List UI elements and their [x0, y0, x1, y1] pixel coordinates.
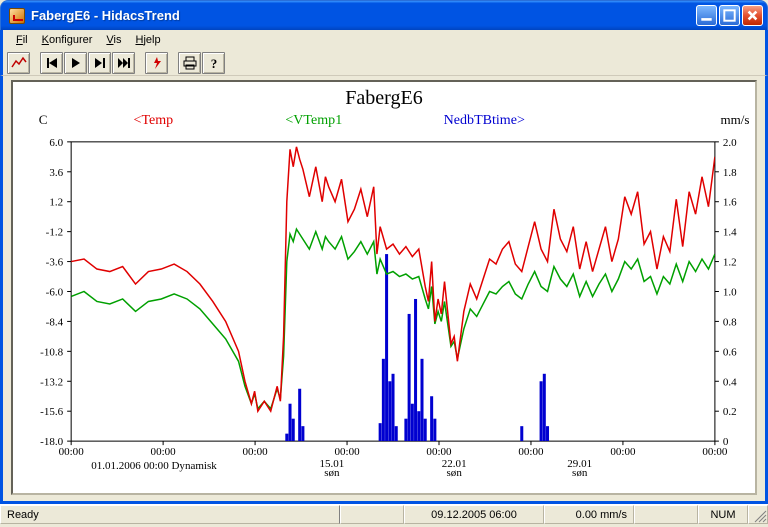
toolbar: ? — [0, 50, 768, 76]
svg-text:NedbTBtime>: NedbTBtime> — [444, 113, 525, 128]
bolt-button[interactable] — [145, 52, 168, 74]
maximize-button[interactable] — [719, 5, 740, 26]
status-datetime: 09.12.2005 06:00 — [404, 505, 544, 524]
print-button[interactable] — [178, 52, 201, 74]
client-area: FabergE6<Temp<VTemp1NedbTBtime>Cmm/s-18.… — [0, 76, 768, 504]
svg-text:00:00: 00:00 — [151, 446, 177, 458]
rewind-button[interactable] — [40, 52, 63, 74]
svg-text:FabergE6: FabergE6 — [345, 87, 423, 109]
menu-konf-label: onfigurer — [49, 34, 92, 46]
svg-text:1.8: 1.8 — [723, 167, 737, 179]
svg-text:-6.0: -6.0 — [46, 287, 64, 299]
status-spacer — [340, 505, 404, 524]
svg-text:<VTemp1: <VTemp1 — [285, 113, 342, 128]
svg-text:-3.6: -3.6 — [46, 257, 64, 269]
svg-text:6.0: 6.0 — [49, 137, 63, 149]
svg-text:01.01.2006 00:00 Dynamisk: 01.01.2006 00:00 Dynamisk — [91, 460, 217, 472]
svg-text:2.0: 2.0 — [723, 137, 737, 149]
svg-text:0.8: 0.8 — [723, 316, 737, 328]
menu-fil-label: il — [23, 34, 28, 46]
menu-hjelp-label: jelp — [143, 34, 160, 46]
menu-hjelp[interactable]: Hjelp — [128, 34, 167, 46]
chart-surface: FabergE6<Temp<VTemp1NedbTBtime>Cmm/s-18.… — [11, 80, 757, 495]
menu-vis[interactable]: Vis — [99, 34, 128, 46]
svg-text:1.0: 1.0 — [723, 287, 737, 299]
resize-grip[interactable] — [748, 505, 768, 524]
status-spacer2 — [634, 505, 698, 524]
fwd-double-button[interactable] — [112, 52, 135, 74]
svg-text:<Temp: <Temp — [134, 113, 174, 128]
status-num: NUM — [698, 505, 748, 524]
help-button[interactable]: ? — [202, 52, 225, 74]
svg-text:00:00: 00:00 — [610, 446, 636, 458]
svg-text:0.4: 0.4 — [723, 376, 737, 388]
play-button[interactable] — [64, 52, 87, 74]
svg-text:?: ? — [210, 56, 217, 70]
menu-konfigurer[interactable]: Konfigurer — [35, 34, 100, 46]
svg-text:mm/s: mm/s — [720, 112, 749, 127]
menu-bar: Fil Konfigurer Vis Hjelp — [0, 30, 768, 50]
trend-icon-button[interactable] — [7, 52, 30, 74]
svg-text:00:00: 00:00 — [702, 446, 728, 458]
svg-text:00:00: 00:00 — [243, 446, 269, 458]
window-title: FabergE6 - HidacsTrend — [29, 8, 696, 23]
menu-fil[interactable]: Fil — [9, 34, 35, 46]
app-icon — [9, 8, 25, 24]
svg-text:-8.4: -8.4 — [46, 316, 64, 328]
svg-text:-10.8: -10.8 — [40, 346, 63, 358]
svg-text:0.2: 0.2 — [723, 406, 737, 418]
svg-text:00:00: 00:00 — [334, 446, 360, 458]
svg-text:1.4: 1.4 — [723, 227, 737, 239]
svg-text:søn: søn — [572, 467, 588, 479]
status-ready: Ready — [0, 505, 340, 524]
chart-svg: FabergE6<Temp<VTemp1NedbTBtime>Cmm/s-18.… — [13, 82, 755, 493]
menu-vis-label: is — [114, 34, 122, 46]
close-button[interactable] — [742, 5, 763, 26]
svg-text:søn: søn — [324, 467, 340, 479]
svg-text:søn: søn — [447, 467, 463, 479]
svg-text:00:00: 00:00 — [426, 446, 452, 458]
svg-text:1.2: 1.2 — [723, 257, 737, 269]
fwd-skip-button[interactable] — [88, 52, 111, 74]
svg-text:-13.2: -13.2 — [40, 376, 63, 388]
svg-text:-15.6: -15.6 — [40, 406, 63, 418]
svg-text:C: C — [39, 112, 48, 127]
minimize-button[interactable] — [696, 5, 717, 26]
status-value: 0.00 mm/s — [544, 505, 634, 524]
title-bar: FabergE6 - HidacsTrend — [0, 0, 768, 30]
svg-text:3.6: 3.6 — [49, 167, 63, 179]
svg-text:0.6: 0.6 — [723, 346, 737, 358]
svg-text:00:00: 00:00 — [59, 446, 85, 458]
svg-text:-1.2: -1.2 — [46, 227, 63, 239]
svg-text:00:00: 00:00 — [518, 446, 544, 458]
status-bar: Ready 09.12.2005 06:00 0.00 mm/s NUM — [0, 504, 768, 524]
svg-text:1.2: 1.2 — [49, 197, 63, 209]
svg-text:1.6: 1.6 — [723, 197, 737, 209]
